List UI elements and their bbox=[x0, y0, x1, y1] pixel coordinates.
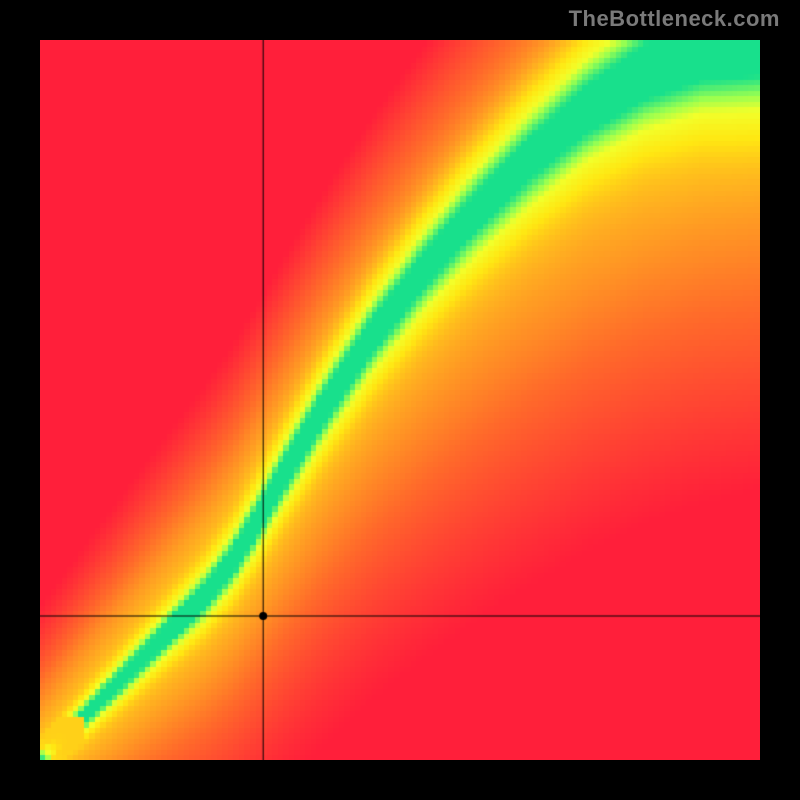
bottleneck-heatmap bbox=[40, 40, 760, 760]
watermark-text: TheBottleneck.com bbox=[569, 6, 780, 32]
chart-container: TheBottleneck.com bbox=[0, 0, 800, 800]
